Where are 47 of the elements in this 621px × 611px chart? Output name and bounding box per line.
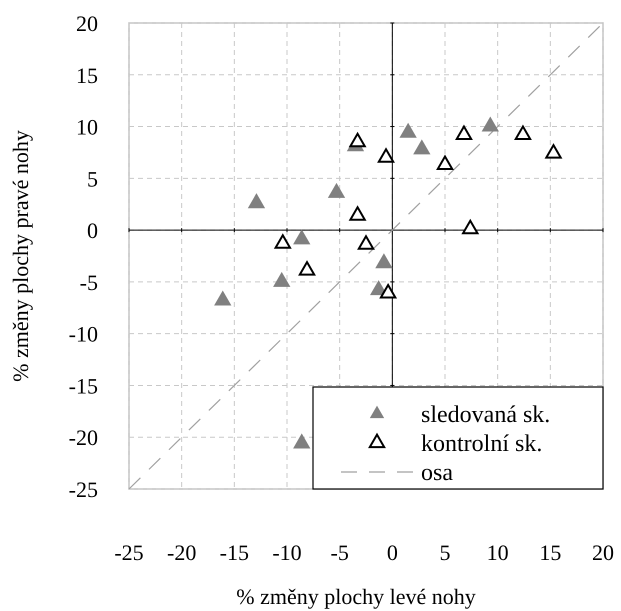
x-tick-label: -15: [220, 540, 249, 565]
x-tick-label: -10: [272, 540, 302, 565]
y-tick-label: 15: [76, 62, 98, 88]
y-tick-label: -5: [80, 270, 98, 295]
x-tick-label: 20: [592, 540, 614, 565]
point: [436, 156, 454, 170]
point: [462, 220, 478, 234]
y-tick-label: 0: [87, 218, 98, 244]
point: [456, 126, 472, 140]
x-tick-label: 15: [539, 540, 562, 565]
x-tick-label: -20: [167, 540, 196, 565]
x-tick-label: 10: [486, 540, 509, 565]
point: [349, 132, 366, 148]
y-tick-label: -25: [68, 477, 98, 502]
x-tick-label: 0: [386, 540, 398, 565]
point: [248, 193, 266, 208]
y-tick-label: -10: [68, 322, 98, 347]
point: [482, 116, 499, 132]
point: [349, 206, 366, 221]
point: [358, 235, 374, 250]
point: [273, 272, 290, 287]
point: [514, 126, 532, 140]
point: [274, 234, 291, 249]
point: [214, 290, 232, 306]
point: [328, 182, 346, 198]
y-tick-label: 20: [76, 11, 98, 36]
y-axis-title: % změny plochy pravé nohy: [8, 130, 33, 382]
point: [298, 261, 316, 276]
legend-label: osa: [421, 460, 454, 486]
point: [293, 229, 310, 244]
y-tick-label: 5: [87, 166, 98, 192]
y-tick-label: -15: [68, 373, 98, 398]
y-tick-label: -20: [68, 425, 98, 450]
point: [545, 144, 562, 159]
point: [380, 284, 396, 298]
x-tick-label: -25: [114, 540, 144, 565]
legend-label: kontrolní sk.: [421, 431, 542, 457]
point: [413, 139, 430, 154]
x-tick-label: -5: [330, 540, 349, 565]
y-tick-label: 10: [76, 114, 98, 140]
point: [293, 433, 310, 448]
point: [378, 148, 394, 163]
x-axis-title: % změny plochy levé nohy: [236, 584, 476, 609]
x-tick-label: 5: [440, 540, 450, 565]
point: [375, 253, 393, 268]
legend-label: sledovaná sk.: [421, 402, 550, 428]
point: [399, 122, 417, 138]
